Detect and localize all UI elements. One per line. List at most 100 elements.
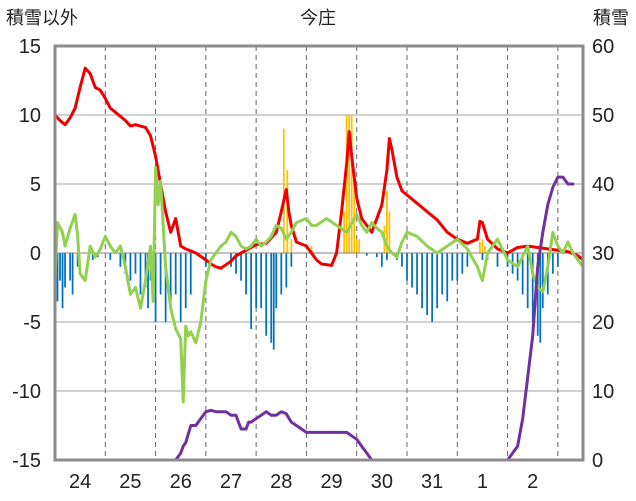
orange-bar bbox=[479, 241, 481, 253]
blue-bar bbox=[285, 253, 288, 288]
blue-bar bbox=[411, 253, 413, 288]
left-tick-label: 5 bbox=[30, 174, 41, 196]
orange-bar bbox=[348, 115, 351, 253]
blue-bar bbox=[129, 253, 132, 281]
left-tick-label: -10 bbox=[12, 381, 41, 403]
blue-bar bbox=[69, 253, 71, 281]
blue-bar bbox=[270, 253, 273, 343]
blue-bar bbox=[290, 253, 293, 267]
right-axis-ticks: 60 50 40 30 20 10 0 bbox=[592, 36, 614, 472]
blue-bar bbox=[436, 253, 439, 309]
blue-bar bbox=[375, 253, 378, 258]
blue-bar bbox=[401, 253, 403, 267]
blue-bar bbox=[240, 253, 242, 281]
blue-bar bbox=[265, 253, 268, 336]
right-tick-label: 40 bbox=[592, 174, 614, 196]
orange-bar bbox=[484, 246, 486, 253]
blue-bar bbox=[365, 253, 368, 256]
blue-bar bbox=[280, 253, 283, 295]
blue-bar bbox=[441, 253, 444, 295]
x-tick-label: 31 bbox=[421, 471, 443, 493]
orange-bar bbox=[388, 211, 391, 253]
blue-bar bbox=[380, 253, 383, 267]
blue-bar bbox=[456, 253, 459, 281]
blue-bar bbox=[147, 253, 149, 309]
blue-bar bbox=[551, 253, 554, 274]
blue-bar bbox=[275, 253, 278, 309]
blue-bar bbox=[451, 253, 454, 281]
blue-bar bbox=[245, 253, 247, 295]
left-axis-ticks: 15 10 5 0 -5 -10 -15 bbox=[12, 36, 41, 472]
right-axis-label: 積雪 bbox=[593, 8, 629, 29]
blue-bar bbox=[139, 253, 142, 295]
orange-bar bbox=[310, 246, 313, 253]
blue-bar bbox=[64, 253, 66, 288]
blue-bar bbox=[76, 253, 79, 267]
orange-bar bbox=[282, 128, 285, 253]
blue-bar bbox=[446, 253, 449, 302]
right-tick-label: 0 bbox=[592, 450, 603, 472]
red-series-line bbox=[53, 66, 585, 270]
green-series-line bbox=[53, 165, 585, 404]
blue-bar bbox=[260, 253, 263, 309]
x-tick-label: 25 bbox=[119, 471, 141, 493]
x-tick-label: 1 bbox=[477, 471, 488, 493]
plot-frame bbox=[53, 44, 585, 462]
x-tick-label: 30 bbox=[371, 471, 393, 493]
blue-bar bbox=[272, 253, 275, 350]
left-tick-label: 15 bbox=[19, 36, 41, 58]
blue-bar bbox=[539, 253, 542, 343]
left-tick-label: 10 bbox=[19, 105, 41, 127]
orange-bar bbox=[386, 190, 388, 253]
blue-bar bbox=[169, 253, 172, 309]
left-axis-label: 積雪以外 bbox=[6, 8, 78, 29]
blue-bar bbox=[119, 253, 122, 267]
blue-bar bbox=[496, 253, 499, 267]
blue-bar bbox=[164, 253, 167, 322]
blue-bar bbox=[386, 253, 388, 260]
right-tick-label: 50 bbox=[592, 105, 614, 127]
blue-bar bbox=[159, 253, 162, 295]
orange-bar bbox=[358, 239, 361, 253]
orange-bar bbox=[290, 239, 293, 253]
blue-bar bbox=[91, 253, 94, 260]
blue-bar bbox=[556, 253, 559, 267]
right-tick-label: 60 bbox=[592, 36, 614, 58]
blue-bar bbox=[154, 253, 157, 322]
blue-bar bbox=[184, 253, 187, 309]
blue-bar bbox=[526, 253, 529, 309]
blue-bar bbox=[189, 253, 192, 295]
blue-bar bbox=[61, 253, 64, 309]
x-tick-label: 2 bbox=[527, 471, 538, 493]
orange-bar bbox=[481, 239, 484, 253]
x-tick-label: 28 bbox=[270, 471, 292, 493]
orange-bar bbox=[345, 115, 348, 253]
blue-bar bbox=[250, 253, 252, 329]
blue-bar bbox=[134, 253, 137, 274]
chart-title: 今庄 bbox=[300, 8, 336, 29]
orange-bar bbox=[350, 115, 353, 253]
blue-bar bbox=[59, 253, 61, 281]
x-tick-label: 29 bbox=[320, 471, 342, 493]
blue-bar bbox=[536, 253, 539, 336]
x-tick-label: 26 bbox=[170, 471, 192, 493]
orange-bar bbox=[355, 239, 358, 253]
blue-bar bbox=[406, 253, 408, 281]
blue-bar bbox=[531, 253, 534, 322]
purple-series-line bbox=[53, 175, 575, 462]
right-tick-label: 20 bbox=[592, 312, 614, 334]
x-tick-label: 27 bbox=[220, 471, 242, 493]
blue-bar bbox=[174, 253, 177, 295]
blue-bar bbox=[255, 253, 258, 309]
blue-bar bbox=[431, 253, 434, 322]
blue-bar bbox=[426, 253, 428, 316]
left-tick-label: -15 bbox=[12, 450, 41, 472]
blue-bar bbox=[416, 253, 418, 295]
blue-bar bbox=[235, 253, 237, 274]
line-series-layer bbox=[53, 66, 585, 462]
blue-bar bbox=[56, 253, 59, 302]
right-tick-label: 30 bbox=[592, 243, 614, 265]
blue-bar bbox=[466, 253, 469, 267]
blue-bar bbox=[71, 253, 74, 295]
